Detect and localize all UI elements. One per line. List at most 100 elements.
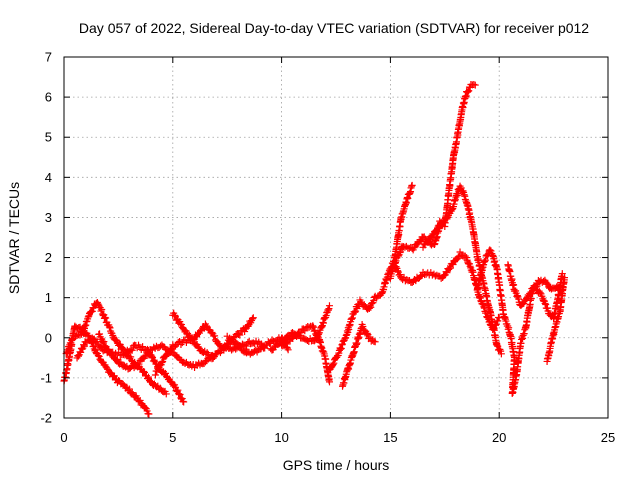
data-point <box>311 326 319 334</box>
data-point <box>97 307 105 315</box>
data-point <box>180 398 188 406</box>
data-point <box>297 329 305 337</box>
data-point <box>162 390 170 398</box>
data-point <box>337 345 345 353</box>
data-point <box>351 308 359 316</box>
data-point <box>174 386 182 394</box>
series-arc-5 <box>151 320 268 379</box>
data-point <box>100 338 108 346</box>
data-point <box>463 88 471 96</box>
data-point <box>228 336 236 344</box>
data-point <box>394 252 402 260</box>
data-point <box>75 352 83 360</box>
data-point <box>148 352 156 360</box>
data-point <box>119 380 127 388</box>
data-point <box>426 235 434 243</box>
y-tick-label: 0 <box>45 330 52 345</box>
data-point <box>471 81 479 89</box>
chart-title: Day 057 of 2022, Sidereal Day-to-day VTE… <box>79 20 589 36</box>
series-arc-11 <box>339 320 379 390</box>
x-tick-label: 0 <box>60 430 67 445</box>
y-tick-label: 2 <box>45 250 52 265</box>
data-point <box>543 279 551 287</box>
x-axis-label: GPS time / hours <box>283 457 390 473</box>
data-point <box>456 248 464 256</box>
data-point <box>175 390 183 398</box>
data-point <box>330 359 338 367</box>
data-point <box>189 336 197 344</box>
data-point <box>497 350 505 358</box>
data-point <box>396 249 404 257</box>
y-tick-label: 1 <box>45 290 52 305</box>
series-arc-9 <box>278 322 333 386</box>
data-point <box>211 332 219 340</box>
data-point <box>127 353 135 361</box>
series-arc-13 <box>391 248 503 334</box>
data-point <box>243 342 251 350</box>
y-tick-label: 7 <box>45 50 52 65</box>
series-arc-8 <box>267 302 333 354</box>
data-point <box>470 80 478 88</box>
data-point <box>194 343 202 351</box>
data-point <box>94 352 102 360</box>
data-point <box>481 256 489 264</box>
data-point <box>283 344 291 352</box>
data-point <box>112 336 120 344</box>
data-point <box>408 181 416 189</box>
data-point <box>82 321 90 329</box>
data-point <box>151 371 159 379</box>
data-point <box>159 358 167 366</box>
data-point <box>150 356 158 364</box>
series-arc-17 <box>543 274 568 365</box>
data-point <box>337 344 345 352</box>
data-point <box>248 315 256 323</box>
x-tick-label: 10 <box>274 430 288 445</box>
data-point <box>449 261 457 269</box>
series-arc-1 <box>60 322 153 418</box>
data-point <box>140 367 148 375</box>
x-tick-label: 5 <box>169 430 176 445</box>
data-point <box>392 263 400 271</box>
data-point <box>461 252 469 260</box>
data-point <box>486 246 494 254</box>
data-point <box>464 88 472 96</box>
y-tick-label: 4 <box>45 170 52 185</box>
data-point <box>144 373 152 381</box>
data-point <box>98 305 106 313</box>
data-point <box>367 303 375 311</box>
data-point <box>532 283 540 291</box>
data-point <box>359 322 367 330</box>
data-point <box>94 300 102 308</box>
x-tick-label: 15 <box>383 430 397 445</box>
data-point <box>172 342 180 350</box>
data-point <box>422 270 430 278</box>
data-point <box>493 341 501 349</box>
data-point <box>102 314 110 322</box>
data-point <box>80 342 88 350</box>
data-point <box>397 248 405 256</box>
data-point <box>145 410 153 418</box>
y-tick-label: 5 <box>45 130 52 145</box>
data-point <box>101 313 109 321</box>
data-point <box>236 331 244 339</box>
data-point <box>301 327 309 335</box>
data-point <box>394 267 402 275</box>
y-tick-label: -2 <box>40 411 52 426</box>
data-point <box>103 364 111 372</box>
data-point <box>78 328 86 336</box>
data-point <box>135 360 143 368</box>
data-point <box>329 361 337 369</box>
data-point <box>176 390 184 398</box>
plot-frame <box>63 56 609 419</box>
data-point <box>84 313 92 321</box>
data-point <box>446 264 454 272</box>
data-series <box>60 80 568 418</box>
data-point <box>209 354 217 362</box>
series-arc-3 <box>73 334 188 406</box>
y-tick-label: 3 <box>45 210 52 225</box>
data-point <box>106 324 114 332</box>
data-point <box>116 340 124 348</box>
data-point <box>523 294 531 302</box>
axis-ticks: 0 5 10 15 20 25 -2 -1 0 1 2 3 4 5 6 7 <box>40 50 615 446</box>
data-point <box>139 343 147 351</box>
